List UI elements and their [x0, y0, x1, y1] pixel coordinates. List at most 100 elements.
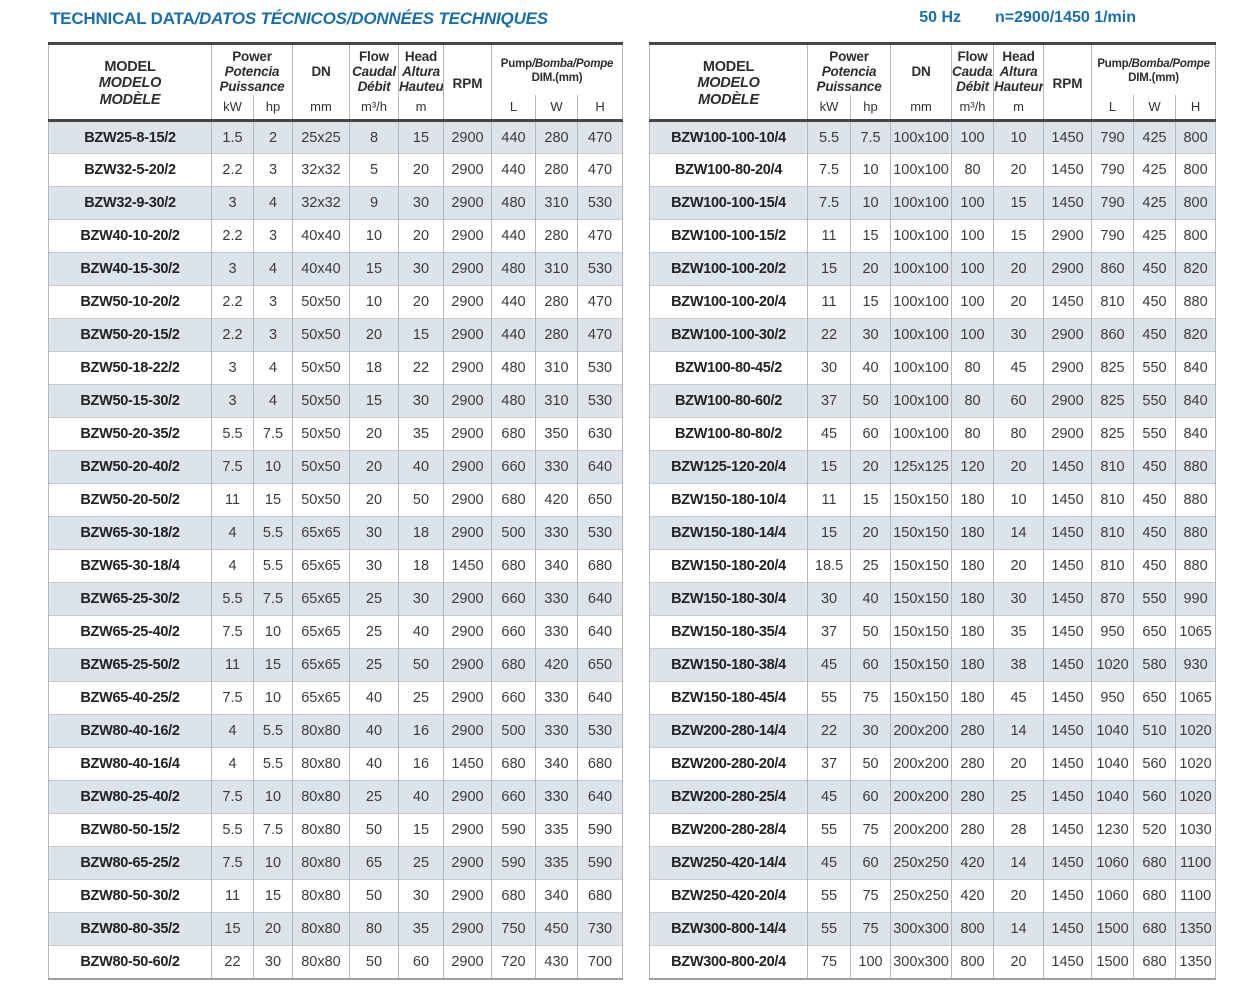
- value-cell: 15: [253, 879, 293, 913]
- value-cell: 680: [1133, 912, 1177, 946]
- value-cell: 100: [951, 285, 995, 319]
- value-cell: 20: [993, 153, 1045, 187]
- value-cell: 470: [576, 318, 624, 352]
- value-cell: 2900: [443, 450, 492, 484]
- value-cell: 2900: [443, 912, 492, 946]
- value-cell: 310: [535, 186, 578, 220]
- value-cell: 590: [491, 813, 536, 847]
- unit-mm: mm: [292, 94, 350, 121]
- value-cell: 20: [993, 945, 1045, 979]
- value-cell: 790: [1091, 153, 1135, 187]
- value-cell: 9: [349, 186, 399, 220]
- value-cell: 80: [951, 153, 995, 187]
- value-cell: 450: [1133, 450, 1177, 484]
- col-header-model: MODEL MODELO MODÈLE: [649, 43, 809, 121]
- col-header-model: MODEL MODELO MODÈLE: [48, 43, 212, 121]
- model-cell: BZW80-50-30/2: [48, 879, 212, 913]
- value-cell: 2900: [443, 318, 492, 352]
- value-cell: 22: [807, 318, 852, 352]
- value-cell: 50: [850, 747, 892, 781]
- value-cell: 7.5: [807, 186, 852, 220]
- value-cell: 25: [349, 648, 399, 682]
- value-cell: 7.5: [807, 153, 852, 187]
- value-cell: 25: [398, 681, 444, 715]
- value-cell: 60: [993, 384, 1045, 418]
- value-cell: 250x250: [890, 846, 953, 880]
- value-cell: 590: [576, 846, 624, 880]
- value-cell: 10: [850, 153, 892, 187]
- col-header-dim: Pump/Bomba/Pompe DIM.(mm): [490, 43, 624, 95]
- model-cell: BZW150-180-10/4: [649, 483, 809, 517]
- model-cell: BZW80-80-35/2: [48, 912, 212, 946]
- value-cell: 10: [993, 120, 1045, 154]
- value-cell: 7.5: [211, 615, 254, 649]
- value-cell: 480: [491, 351, 536, 385]
- value-cell: 50: [398, 483, 444, 517]
- value-cell: 530: [576, 351, 624, 385]
- value-cell: 730: [576, 912, 624, 946]
- value-cell: 150x150: [890, 483, 953, 517]
- value-cell: 280: [535, 153, 578, 187]
- model-cell: BZW50-15-30/2: [48, 384, 212, 418]
- model-cell: BZW200-280-25/4: [649, 780, 809, 814]
- value-cell: 100x100: [890, 318, 953, 352]
- table-row: BZW100-100-15/2 11 15 100x100 100 15 2900 790 42…: [649, 219, 1217, 253]
- value-cell: 1450: [1043, 714, 1093, 748]
- value-cell: 180: [951, 648, 995, 682]
- value-cell: 1040: [1091, 747, 1135, 781]
- unit-head: m: [398, 94, 444, 121]
- value-cell: 2900: [443, 384, 492, 418]
- value-cell: 1500: [1091, 945, 1135, 979]
- table-row: BZW300-800-20/4 75 100 300x300 800 20 1450 1500…: [649, 945, 1217, 979]
- value-cell: 425: [1133, 219, 1177, 253]
- value-cell: 650: [1133, 681, 1177, 715]
- value-cell: 100: [951, 219, 995, 253]
- value-cell: 2900: [443, 153, 492, 187]
- table-row: BZW50-20-35/2 5.5 7.5 50x50 20 35 2900 680 350 63…: [48, 417, 624, 451]
- unit-l: L: [1091, 94, 1135, 121]
- value-cell: 800: [1175, 186, 1217, 220]
- value-cell: 250x250: [890, 879, 953, 913]
- value-cell: 80x80: [292, 879, 350, 913]
- value-cell: 80x80: [292, 714, 350, 748]
- value-cell: 150x150: [890, 648, 953, 682]
- value-cell: 2900: [443, 648, 492, 682]
- value-cell: 40: [398, 615, 444, 649]
- unit-h: H: [1175, 94, 1217, 121]
- model-cell: BZW100-100-10/4: [649, 120, 809, 154]
- value-cell: 350: [535, 417, 578, 451]
- model-cell: BZW50-10-20/2: [48, 285, 212, 319]
- model-cell: BZW300-800-14/4: [649, 912, 809, 946]
- value-cell: 440: [491, 153, 536, 187]
- value-cell: 550: [1133, 582, 1177, 616]
- value-cell: 20: [349, 318, 399, 352]
- value-cell: 420: [535, 483, 578, 517]
- value-cell: 5.5: [253, 714, 293, 748]
- value-cell: 50: [398, 648, 444, 682]
- value-cell: 340: [535, 747, 578, 781]
- value-cell: 40x40: [292, 219, 350, 253]
- value-cell: 60: [850, 780, 892, 814]
- value-cell: 4: [253, 351, 293, 385]
- value-cell: 2900: [443, 285, 492, 319]
- value-cell: 3: [211, 351, 254, 385]
- table-row: BZW250-420-20/4 55 75 250x250 420 20 1450 1060 6…: [649, 879, 1217, 913]
- value-cell: 45: [807, 417, 852, 451]
- value-cell: 30: [993, 318, 1045, 352]
- table-row: BZW80-50-15/2 5.5 7.5 80x80 50 15 2900 590 335 59…: [48, 813, 624, 847]
- value-cell: 2900: [443, 714, 492, 748]
- value-cell: 38: [993, 648, 1045, 682]
- value-cell: 310: [535, 384, 578, 418]
- value-cell: 120: [951, 450, 995, 484]
- table-row: BZW100-80-45/2 30 40 100x100 80 45 2900 825 550 8…: [649, 351, 1217, 385]
- value-cell: 75: [807, 945, 852, 979]
- value-cell: 2900: [443, 516, 492, 550]
- value-cell: 100x100: [890, 285, 953, 319]
- value-cell: 660: [491, 450, 536, 484]
- value-cell: 100x100: [890, 384, 953, 418]
- value-cell: 820: [1175, 318, 1217, 352]
- unit-hp: hp: [253, 94, 293, 121]
- value-cell: 640: [576, 681, 624, 715]
- value-cell: 180: [951, 681, 995, 715]
